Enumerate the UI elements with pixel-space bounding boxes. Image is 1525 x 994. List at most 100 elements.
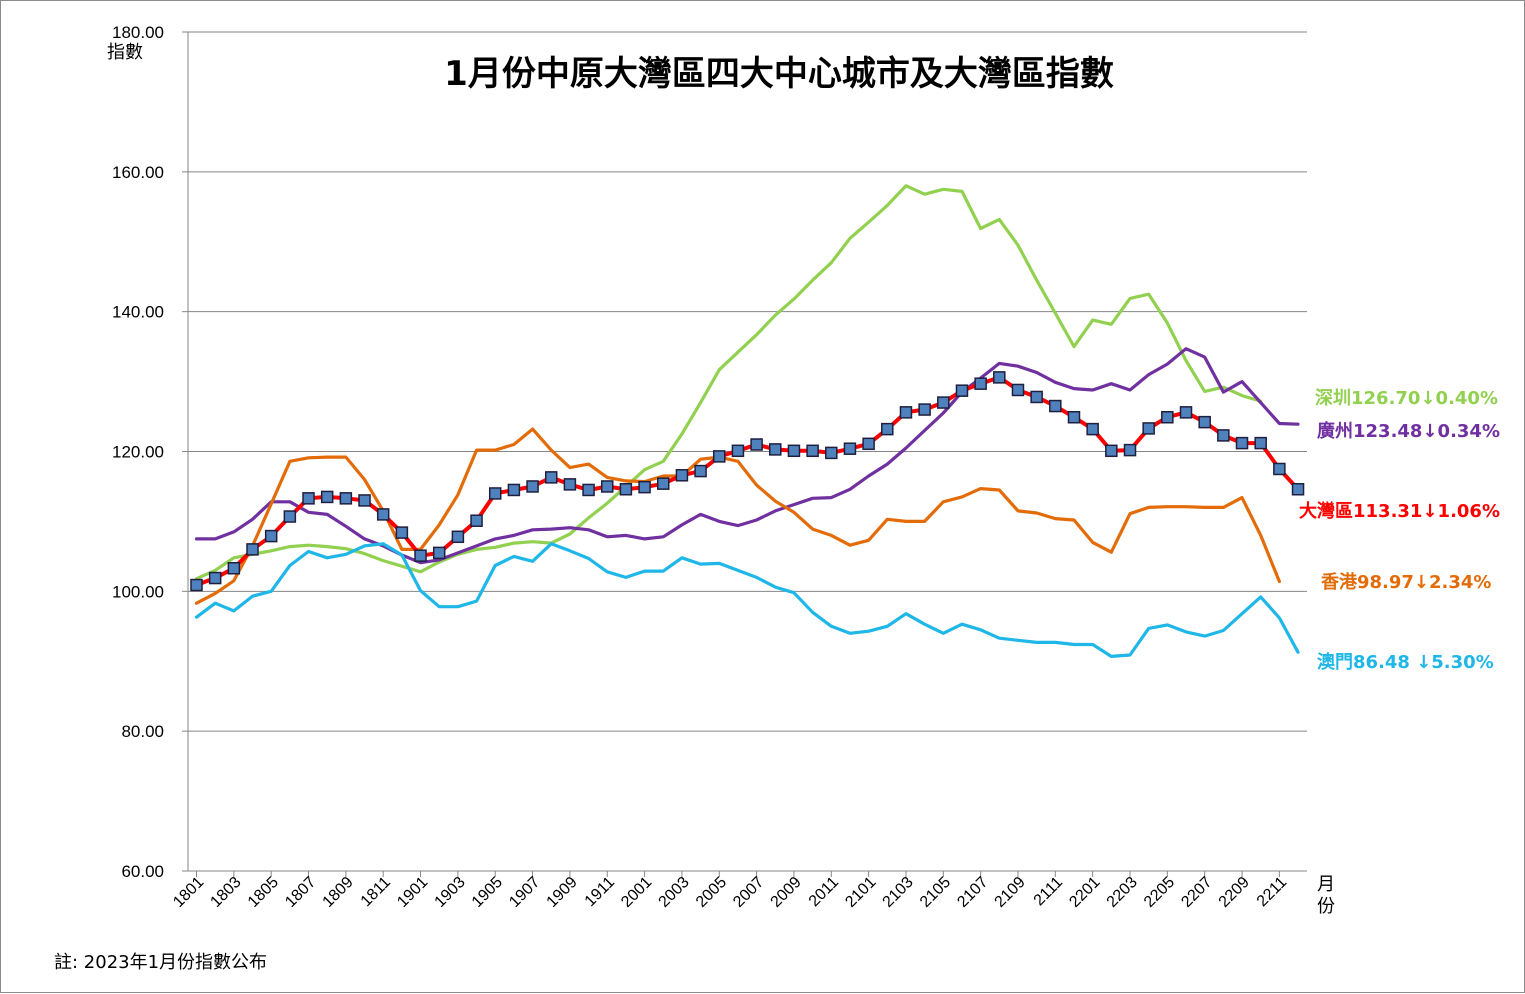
data-point-marker (488, 487, 502, 500)
data-point-marker (1198, 415, 1211, 429)
end-label-guangzhou: 廣州123.48↓0.34% (1317, 420, 1500, 442)
data-point-marker (1142, 422, 1155, 435)
data-point-marker (713, 450, 726, 463)
x-axis-ticks: 1801 1803 1805 1807 1809 1811 1901 1903 1905 1907… (170, 871, 1290, 911)
x-tick-label: 2007 (730, 874, 767, 911)
y-tick-label: 80.00 (121, 722, 164, 741)
x-tick-label: 2009 (768, 874, 805, 911)
x-tick-label: 1807 (282, 874, 319, 911)
data-point-marker (993, 371, 1006, 384)
data-point-marker (451, 530, 465, 544)
data-point-marker (1105, 444, 1118, 458)
x-tick-label: 2105 (917, 874, 954, 911)
data-point-marker (264, 529, 278, 543)
data-point-marker (1086, 422, 1099, 436)
data-point-marker (619, 483, 633, 496)
x-tick-label: 1909 (544, 874, 581, 911)
x-tick-label: 2011 (806, 874, 842, 910)
x-tick-label: 2001 (618, 874, 655, 911)
data-point-marker (1254, 436, 1267, 450)
data-point-marker (432, 546, 446, 560)
data-point-marker (806, 444, 819, 458)
data-point-marker (339, 492, 353, 505)
x-tick-label: 2201 (1066, 874, 1103, 911)
data-point-marker (526, 480, 539, 493)
series-line-深圳 (194, 184, 1263, 581)
axes (187, 32, 1307, 872)
end-label-greater-bay-area: 大灣區113.31↓1.06% (1299, 500, 1500, 522)
data-point-marker (825, 446, 838, 460)
data-point-marker (955, 384, 969, 397)
data-point-marker (1030, 390, 1043, 404)
y-tick-label: 120.00 (112, 443, 164, 462)
data-point-marker (227, 562, 241, 575)
x-tick-label: 2003 (656, 874, 693, 911)
x-tick-label: 1803 (207, 874, 244, 911)
data-point-marker (1123, 443, 1137, 457)
y-tick-label: 160.00 (112, 163, 164, 182)
data-point-marker (358, 494, 371, 507)
x-tick-label: 2207 (1178, 874, 1215, 911)
data-point-marker (395, 526, 409, 539)
footnote: 註: 2023年1月份指數公布 (54, 952, 267, 973)
data-point-marker (881, 422, 894, 436)
x-tick-label: 1905 (469, 874, 506, 911)
data-point-marker (638, 480, 651, 494)
data-point-marker (320, 490, 334, 504)
y-axis-label: 指數 (107, 42, 143, 63)
data-point-marker (694, 464, 707, 478)
gridlines (188, 31, 1307, 732)
x-tick-label: 2211 (1254, 874, 1290, 910)
data-point-marker (246, 543, 259, 556)
data-point-marker (769, 443, 782, 456)
data-point-marker (1217, 429, 1230, 442)
data-point-marker (1179, 406, 1193, 419)
data-point-marker (1291, 483, 1305, 496)
data-point-marker (1161, 410, 1174, 424)
x-tick-label: 1901 (394, 874, 431, 911)
x-tick-label: 2103 (880, 874, 917, 911)
x-tick-label: 1801 (170, 874, 207, 911)
data-point-marker (600, 480, 614, 493)
data-point-marker (1049, 399, 1062, 413)
data-point-marker (675, 469, 689, 482)
series-line-香港 (194, 427, 1282, 605)
data-point-marker (1067, 410, 1081, 424)
data-point-marker (582, 483, 595, 497)
x-tick-label: 2109 (992, 874, 1029, 911)
data-point-marker (414, 549, 427, 562)
series-lines (194, 184, 1300, 659)
y-tick-label: 140.00 (112, 303, 164, 322)
x-tick-label: 2203 (1104, 874, 1141, 911)
x-tick-label: 1811 (358, 874, 394, 910)
data-point-marker (899, 406, 913, 419)
data-point-marker (862, 437, 875, 451)
x-tick-label: 1805 (245, 874, 282, 911)
y-tick-label: 100.00 (112, 582, 164, 601)
x-axis-label: 月份 (1317, 874, 1335, 917)
data-point-marker (1011, 383, 1025, 397)
data-point-marker (787, 444, 801, 458)
x-tick-label: 2101 (842, 874, 879, 911)
y-tick-label: 60.00 (121, 862, 164, 881)
data-point-marker (657, 477, 670, 490)
data-point-marker (974, 377, 987, 390)
data-point-marker (190, 578, 203, 592)
x-tick-label: 1903 (432, 874, 469, 911)
data-point-marker (843, 442, 857, 455)
x-tick-label: 1809 (319, 874, 356, 911)
data-point-marker (1273, 462, 1286, 476)
data-point-marker (563, 478, 577, 491)
x-tick-label: 2205 (1141, 874, 1178, 911)
data-point-marker (470, 514, 483, 527)
data-point-marker (302, 492, 315, 505)
data-point-marker (376, 508, 390, 521)
data-point-marker (1235, 436, 1249, 450)
chart-title: 1月份中原大灣區四大中心城市及大灣區指數 (444, 54, 1114, 94)
x-tick-label: 2005 (693, 874, 730, 911)
series-line-澳門 (194, 542, 1300, 659)
series-markers (190, 371, 1305, 592)
data-point-marker (731, 444, 745, 458)
data-point-marker (283, 510, 297, 523)
end-label-shenzhen: 深圳126.70↓0.40% (1315, 387, 1498, 409)
